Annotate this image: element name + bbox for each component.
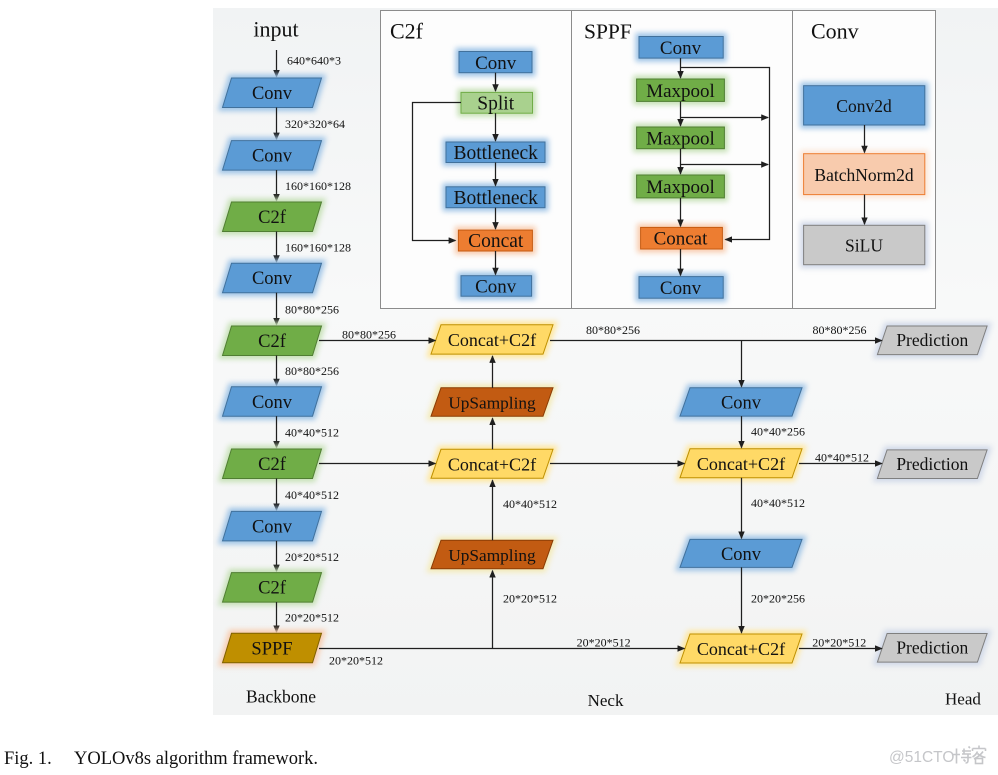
svg-text:SPPF: SPPF — [251, 639, 292, 659]
svg-text:Conv: Conv — [811, 19, 859, 44]
svg-text:Conv: Conv — [721, 394, 762, 414]
svg-text:C2f: C2f — [390, 19, 424, 44]
svg-text:40*40*256: 40*40*256 — [751, 425, 805, 439]
svg-text:640*640*3: 640*640*3 — [287, 54, 341, 68]
svg-text:Conv: Conv — [660, 278, 702, 299]
svg-text:20*20*512: 20*20*512 — [285, 550, 339, 564]
svg-text:Backbone: Backbone — [246, 687, 316, 707]
svg-text:80*80*256: 80*80*256 — [285, 302, 339, 316]
svg-text:40*40*512: 40*40*512 — [503, 497, 557, 511]
svg-text:Maxpool: Maxpool — [646, 81, 715, 102]
svg-text:20*20*512: 20*20*512 — [329, 654, 383, 668]
svg-text:Concat+C2f: Concat+C2f — [448, 455, 536, 475]
svg-text:40*40*512: 40*40*512 — [285, 488, 339, 502]
svg-text:80*80*256: 80*80*256 — [586, 323, 640, 337]
svg-text:C2f: C2f — [258, 208, 287, 228]
svg-text:160*160*128: 160*160*128 — [285, 240, 351, 254]
svg-text:Conv: Conv — [252, 269, 293, 289]
svg-text:40*40*512: 40*40*512 — [815, 451, 869, 465]
svg-text:Conv: Conv — [252, 393, 293, 413]
svg-text:320*320*64: 320*320*64 — [285, 117, 345, 131]
svg-text:Conv: Conv — [252, 147, 293, 167]
svg-text:20*20*512: 20*20*512 — [285, 611, 339, 625]
svg-text:Concat+C2f: Concat+C2f — [697, 454, 785, 474]
svg-text:Prediction: Prediction — [896, 330, 968, 350]
svg-text:20*20*512: 20*20*512 — [577, 636, 631, 650]
svg-text:Conv: Conv — [660, 38, 702, 59]
svg-text:20*20*256: 20*20*256 — [751, 592, 805, 606]
svg-text:YOLOv8s algorithm framework.: YOLOv8s algorithm framework. — [74, 749, 318, 769]
svg-text:Prediction: Prediction — [896, 454, 968, 474]
svg-text:Concat+C2f: Concat+C2f — [697, 639, 785, 659]
svg-text:Neck: Neck — [588, 691, 624, 710]
svg-text:Prediction: Prediction — [896, 638, 968, 658]
svg-text:Conv: Conv — [252, 84, 293, 104]
svg-text:Conv: Conv — [475, 276, 517, 297]
svg-text:Conv2d: Conv2d — [836, 96, 892, 116]
svg-text:C2f: C2f — [258, 455, 287, 475]
svg-text:Head: Head — [945, 690, 981, 709]
svg-text:Concat+C2f: Concat+C2f — [448, 330, 536, 350]
svg-text:Concat: Concat — [468, 231, 524, 252]
svg-text:C2f: C2f — [258, 579, 287, 599]
svg-text:Concat: Concat — [654, 229, 709, 250]
svg-text:UpSampling: UpSampling — [448, 394, 536, 413]
svg-text:Conv: Conv — [252, 517, 293, 537]
svg-text:Maxpool: Maxpool — [646, 128, 715, 149]
svg-text:@51CTO: @51CTO — [889, 749, 954, 766]
svg-text:Fig. 1.: Fig. 1. — [4, 749, 52, 769]
svg-text:Split: Split — [477, 94, 514, 115]
svg-text:Conv: Conv — [475, 53, 517, 74]
svg-text:80*80*256: 80*80*256 — [813, 323, 867, 337]
svg-text:40*40*512: 40*40*512 — [285, 426, 339, 440]
svg-text:Bottleneck: Bottleneck — [453, 188, 538, 209]
svg-text:20*20*512: 20*20*512 — [812, 636, 866, 650]
svg-text:Bottleneck: Bottleneck — [453, 143, 538, 164]
svg-text:SiLU: SiLU — [845, 236, 883, 256]
svg-text:input: input — [253, 17, 298, 42]
svg-text:SPPF: SPPF — [584, 20, 632, 44]
svg-text:80*80*256: 80*80*256 — [285, 364, 339, 378]
svg-text:BatchNorm2d: BatchNorm2d — [814, 165, 913, 185]
svg-text:40*40*512: 40*40*512 — [751, 496, 805, 510]
svg-text:20*20*512: 20*20*512 — [503, 592, 557, 606]
svg-text:80*80*256: 80*80*256 — [342, 327, 396, 341]
svg-text:160*160*128: 160*160*128 — [285, 179, 351, 193]
svg-text:Maxpool: Maxpool — [646, 177, 715, 198]
svg-text:C2f: C2f — [258, 332, 287, 352]
svg-text:UpSampling: UpSampling — [448, 546, 536, 565]
svg-text:Conv: Conv — [721, 545, 762, 565]
